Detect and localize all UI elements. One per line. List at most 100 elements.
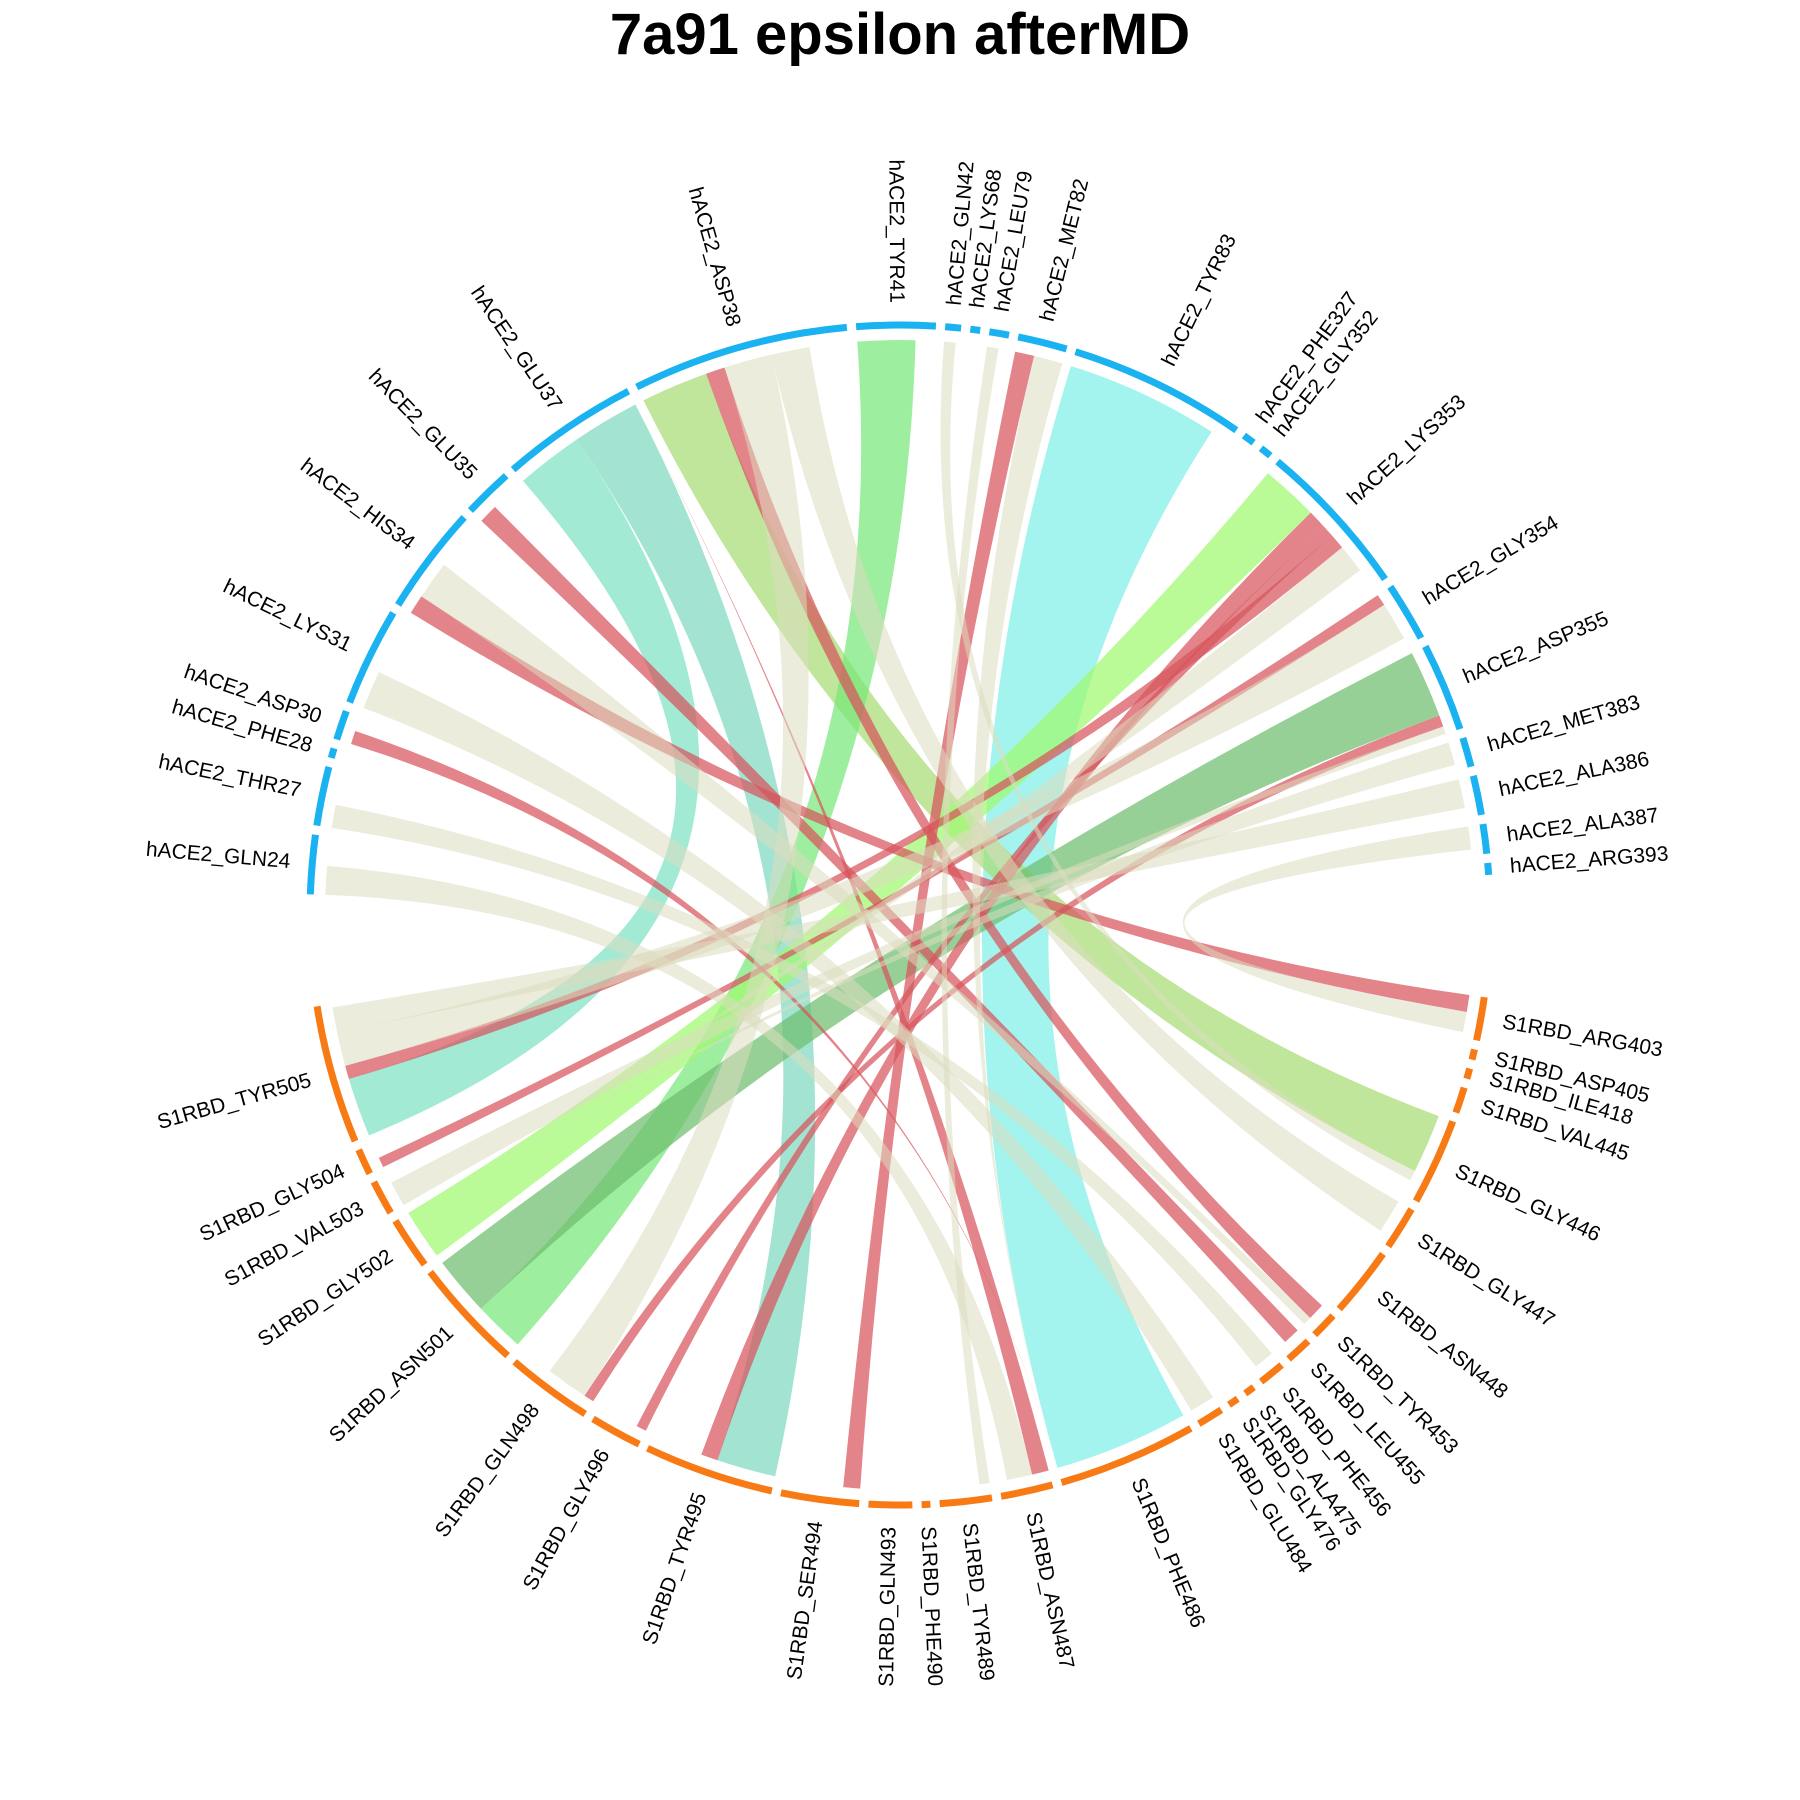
sector-label: S1RBD_TYR495 — [638, 1490, 711, 1648]
sector-arc-hACE2_GLY352[interactable] — [1258, 445, 1273, 459]
sector-arc-S1RBD_GLY447[interactable] — [1385, 1207, 1415, 1249]
ribbon-hACE2_LYS353-S1RBD_GLY502 — [408, 547, 1361, 1214]
sector-arc-S1RBD_GLY476[interactable] — [1227, 1395, 1240, 1408]
sector-arc-S1RBD_LEU455[interactable] — [1286, 1338, 1311, 1362]
ribbon-hACE2_MET82-S1RBD_PHE486 — [972, 355, 1063, 1469]
sector-arc-hACE2_ASP30[interactable] — [333, 709, 350, 741]
sector-label: S1RBD_GLY447 — [1413, 1229, 1558, 1332]
sector-label: hACE2_GLY354 — [1419, 511, 1563, 610]
sector-arc-hACE2_PHE28[interactable] — [327, 747, 338, 759]
sector-arc-S1RBD_VAL503[interactable] — [370, 1180, 394, 1215]
sector-arc-S1RBD_PHE486[interactable] — [1060, 1425, 1193, 1486]
sector-label: hACE2_MET383 — [1485, 691, 1643, 757]
sector-arc-hACE2_GLU35[interactable] — [467, 473, 509, 513]
sector-label: S1RBD_ASN501 — [325, 1321, 458, 1446]
sector-label: S1RBD_TYR489 — [958, 1522, 999, 1682]
sector-label: S1RBD_PHE486 — [1127, 1475, 1210, 1631]
sector-arc-S1RBD_GLY446[interactable] — [1412, 1120, 1457, 1203]
sector-label: hACE2_LYS31 — [220, 575, 356, 657]
sector-arc-hACE2_ASP355[interactable] — [1422, 644, 1464, 731]
sector-arc-S1RBD_TYR489[interactable] — [939, 1494, 993, 1508]
sector-arc-S1RBD_ILE418[interactable] — [1463, 1067, 1474, 1080]
sector-label: hACE2_ASP355 — [1460, 607, 1612, 688]
ribbon-hACE2_ASP38-S1RBD_GLN498 — [549, 354, 809, 1396]
sector-arc-hACE2_HIS34[interactable] — [395, 514, 467, 607]
ribbon-hACE2_ASP38-S1RBD_GLY446 — [643, 373, 1439, 1172]
ribbons — [325, 339, 1472, 1489]
sector-arc-S1RBD_PHE456[interactable] — [1258, 1362, 1284, 1385]
ribbon-hACE2_GLY354-S1RBD_TYR505 — [337, 604, 1405, 1066]
sector-arc-hACE2_GLY354[interactable] — [1387, 584, 1425, 640]
sector-arc-S1RBD_ASN487[interactable] — [1000, 1481, 1054, 1500]
sector-arc-S1RBD_VAL445[interactable] — [1452, 1086, 1468, 1114]
sector-arc-hACE2_TYR83[interactable] — [1074, 348, 1239, 434]
sector-arc-hACE2_ALA386[interactable] — [1469, 774, 1485, 816]
ribbon-hACE2_ASP355-S1RBD_ASN501 — [442, 653, 1440, 1309]
sector-arc-hACE2_GLU37[interactable] — [510, 388, 631, 473]
ribbon-hACE2_GLU37-S1RBD_TYR495 — [576, 404, 816, 1477]
sector-arc-S1RBD_ASP405[interactable] — [1468, 1048, 1478, 1061]
ribbon-hACE2_TYR83-S1RBD_PHE486 — [981, 366, 1212, 1469]
sector-arc-S1RBD_GLY504[interactable] — [355, 1148, 373, 1176]
sector-arc-S1RBD_TYR453[interactable] — [1312, 1313, 1336, 1338]
sector-arc-S1RBD_TYR505[interactable] — [313, 1005, 359, 1143]
sector-label: S1RBD_PHE490 — [916, 1526, 946, 1687]
ribbon-hACE2_MET383-S1RBD_GLY502 — [408, 742, 1456, 1214]
sector-arc-hACE2_LYS353[interactable] — [1275, 458, 1388, 582]
sector-arc-S1RBD_GLN498[interactable] — [512, 1359, 588, 1417]
sector-label: S1RBD_TYR505 — [155, 1069, 314, 1134]
sector-label: S1RBD_GLY496 — [519, 1445, 615, 1594]
sector-arc-hACE2_GLN24[interactable] — [306, 834, 319, 895]
ribbon-hACE2_LYS353-S1RBD_GLY502 — [408, 473, 1311, 1256]
ribbon-hACE2_ALA387-S1RBD_ARG403 — [1182, 826, 1472, 1033]
sector-arc-S1RBD_ASN448[interactable] — [1336, 1251, 1386, 1312]
ribbon-hACE2_TYR41-S1RBD_ASN501 — [480, 339, 916, 1345]
sector-label: hACE2_ARG393 — [1509, 842, 1669, 877]
ribbon-hACE2_GLU37-S1RBD_ASN487 — [635, 404, 1049, 1475]
sector-label: S1RBD_SER494 — [783, 1519, 828, 1681]
sector-arc-hACE2_ALA387[interactable] — [1479, 823, 1491, 855]
ribbon-hACE2_HIS34-S1RBD_TYR453 — [421, 564, 1311, 1325]
sector-label: hACE2_MET82 — [1036, 177, 1094, 324]
sector-arc-hACE2_PHE327[interactable] — [1241, 432, 1256, 446]
chart-title: 7a91 epsilon afterMD — [609, 2, 1191, 67]
sector-label: hACE2_THR27 — [157, 750, 303, 802]
sector-arc-hACE2_GLN42[interactable] — [944, 323, 962, 332]
ribbon-hACE2_GLN42-S1RBD_GLY446 — [940, 341, 1415, 1181]
sector-arc-hACE2_TYR41[interactable] — [855, 321, 937, 331]
sector-label: hACE2_ASP38 — [684, 185, 745, 329]
sector-label: hACE2_LYS353 — [1343, 390, 1470, 509]
sector-arc-hACE2_MET383[interactable] — [1459, 736, 1475, 768]
sector-arc-hACE2_THR27[interactable] — [313, 766, 333, 827]
sector-label: hACE2_TYR41 — [884, 159, 908, 303]
sector-label: S1RBD_GLY446 — [1451, 1160, 1603, 1247]
sector-arc-hACE2_MET82[interactable] — [1017, 333, 1068, 353]
ribbon-hACE2_LEU79-S1RBD_TYR489 — [941, 346, 999, 1485]
sector-arc-S1RBD_TYR495[interactable] — [646, 1445, 773, 1495]
sector-arc-S1RBD_ALA475[interactable] — [1243, 1384, 1256, 1397]
ribbon-hACE2_MET82-S1RBD_SER494 — [843, 351, 1035, 1489]
sector-arc-S1RBD_ASN501[interactable] — [427, 1269, 510, 1359]
sector-label: hACE2_TYR83 — [1157, 231, 1241, 370]
ribbon-hACE2_GLN24-S1RBD_ASN487 — [325, 865, 1033, 1480]
sector-arc-S1RBD_SER494[interactable] — [780, 1489, 860, 1508]
sector-label: S1RBD_GLN498 — [431, 1399, 545, 1541]
sector-arc-hACE2_LEU79[interactable] — [988, 328, 1010, 339]
sector-arc-S1RBD_ARG403[interactable] — [1473, 996, 1488, 1042]
sector-arc-hACE2_ASP38[interactable] — [635, 323, 848, 391]
sector-arc-hACE2_LYS68[interactable] — [969, 325, 981, 334]
sector-label: hACE2_GLU35 — [364, 365, 482, 485]
sector-label: S1RBD_GLN493 — [875, 1527, 901, 1687]
ribbon-hACE2_ALA386-S1RBD_TYR505 — [332, 779, 1465, 1033]
sector-arc-S1RBD_GLN493[interactable] — [868, 1500, 913, 1509]
sector-arc-hACE2_LYS31[interactable] — [346, 611, 397, 704]
sector-label: hACE2_ALA386 — [1497, 748, 1651, 802]
sector-label: hACE2_ALA387 — [1505, 804, 1660, 847]
sector-label: S1RBD_ASN487 — [1021, 1510, 1078, 1671]
sector-arc-S1RBD_GLY502[interactable] — [392, 1218, 428, 1267]
sector-label: hACE2_GLU37 — [466, 282, 566, 415]
sector-arc-S1RBD_GLY496[interactable] — [591, 1415, 641, 1448]
sector-arc-S1RBD_GLU484[interactable] — [1197, 1406, 1224, 1427]
sector-arc-hACE2_ARG393[interactable] — [1484, 862, 1493, 876]
ribbon-hACE2_GLU35-S1RBD_LEU455 — [481, 506, 1298, 1342]
